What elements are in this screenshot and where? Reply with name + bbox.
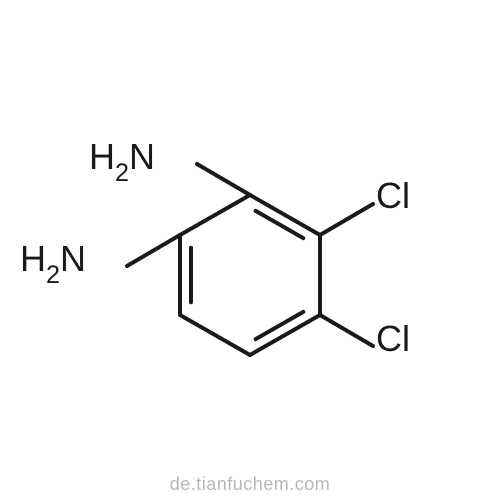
label-nh2-left: H2N <box>20 238 86 286</box>
watermark-text: de.tianfuchem.com <box>170 474 331 495</box>
label-nh2-top: H2N <box>89 136 155 184</box>
structure-canvas: Cl Cl H2N H2N de.tianfuchem.com <box>0 0 500 500</box>
label-cl-bottom: Cl <box>376 318 410 360</box>
label-cl-top: Cl <box>376 175 410 217</box>
